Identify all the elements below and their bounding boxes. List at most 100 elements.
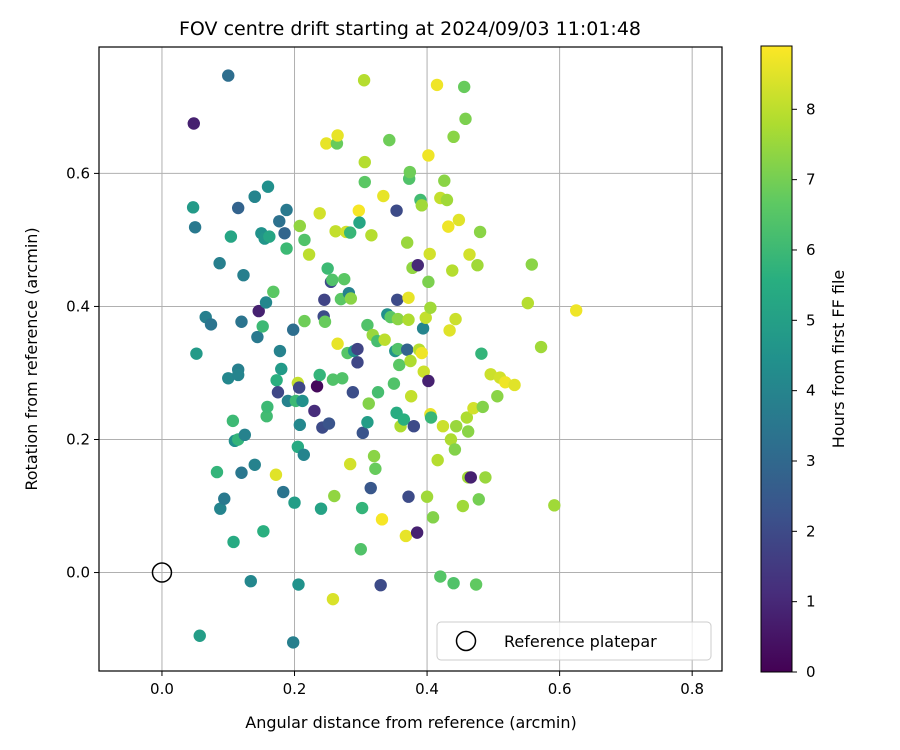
reference-point-group: [151, 562, 173, 583]
plot-frame: [98, 46, 723, 672]
colorbar-tick-label: 6: [806, 241, 816, 259]
data-point: [338, 272, 351, 286]
data-point: [452, 213, 466, 227]
data-point: [292, 578, 305, 591]
data-point: [273, 344, 287, 358]
data-point: [187, 117, 200, 130]
data-point: [293, 418, 307, 432]
data-point: [457, 80, 471, 94]
data-point: [214, 502, 227, 515]
data-point: [328, 489, 341, 503]
data-point: [354, 543, 367, 556]
data-point: [248, 190, 261, 203]
data-point: [313, 207, 326, 220]
data-point: [251, 330, 264, 344]
data-point: [436, 419, 450, 433]
colorbar-tick-label: 5: [806, 311, 816, 329]
data-point: [369, 462, 382, 475]
data-point: [431, 453, 444, 467]
data-point: [411, 259, 424, 272]
data-point: [424, 301, 437, 314]
data-point: [393, 358, 406, 372]
data-point: [548, 499, 561, 512]
data-point: [491, 390, 504, 403]
data-point: [448, 443, 462, 456]
data-point: [286, 636, 300, 649]
data-point: [390, 204, 403, 217]
data-point: [298, 314, 311, 328]
data-point: [404, 354, 417, 368]
data-point: [224, 230, 238, 243]
data-point: [400, 236, 414, 249]
data-point: [343, 457, 357, 471]
data-point: [365, 229, 378, 242]
data-point: [422, 374, 435, 388]
data-point: [447, 576, 460, 590]
data-point: [534, 340, 548, 354]
data-point: [302, 248, 316, 261]
data-points: [186, 69, 583, 649]
data-point: [508, 378, 521, 392]
legend-marker-reference: [455, 630, 477, 652]
data-point: [357, 74, 371, 87]
colorbar-tick-label: 7: [806, 171, 816, 189]
data-point: [293, 219, 307, 233]
data-point: [415, 199, 428, 212]
data-point: [222, 372, 235, 385]
data-point: [467, 402, 480, 415]
data-point: [460, 411, 474, 424]
data-point: [367, 449, 381, 463]
data-point: [371, 386, 385, 399]
data-point: [355, 501, 369, 515]
y-tick-label: 0.4: [66, 297, 90, 315]
data-point: [400, 343, 414, 356]
data-point: [410, 526, 424, 539]
data-point: [267, 285, 280, 299]
data-point: [318, 315, 332, 328]
data-point: [450, 419, 463, 433]
data-point: [227, 535, 240, 549]
data-point: [391, 312, 405, 326]
y-axis-label: Rotation from reference (arcmin): [22, 227, 41, 490]
data-point: [417, 365, 430, 378]
x-tick-label: 0.0: [150, 680, 174, 698]
data-point: [447, 130, 460, 144]
legend: Reference platepar: [436, 621, 712, 661]
data-point: [248, 458, 261, 471]
data-point: [193, 629, 206, 642]
data-point: [308, 404, 321, 418]
data-point: [430, 78, 444, 92]
data-point: [420, 490, 434, 503]
data-point: [479, 471, 492, 484]
data-point: [443, 324, 456, 337]
data-point: [238, 428, 252, 442]
colorbar-ticks: 0 1 2 3 4 5 6 7 8: [792, 100, 816, 681]
data-point: [218, 492, 231, 505]
data-point: [275, 362, 288, 376]
data-point: [226, 414, 240, 428]
data-point: [402, 490, 415, 503]
data-point: [188, 221, 202, 234]
data-point: [404, 390, 418, 403]
data-point: [210, 465, 224, 479]
data-point: [362, 397, 375, 410]
data-point: [269, 468, 283, 481]
data-point: [329, 225, 342, 238]
data-point: [259, 296, 273, 309]
data-point: [378, 333, 391, 346]
data-point: [190, 347, 203, 360]
data-point: [186, 201, 200, 214]
colorbar-tick-label: 2: [806, 522, 816, 540]
data-point: [374, 578, 387, 592]
data-point: [326, 373, 340, 386]
data-point: [231, 368, 245, 382]
data-point: [415, 346, 428, 360]
data-point: [310, 380, 324, 393]
data-point: [383, 133, 396, 147]
data-point: [326, 592, 340, 606]
data-point: [407, 419, 421, 433]
data-point: [438, 174, 451, 187]
data-point: [260, 410, 273, 423]
legend-box: [436, 621, 712, 661]
